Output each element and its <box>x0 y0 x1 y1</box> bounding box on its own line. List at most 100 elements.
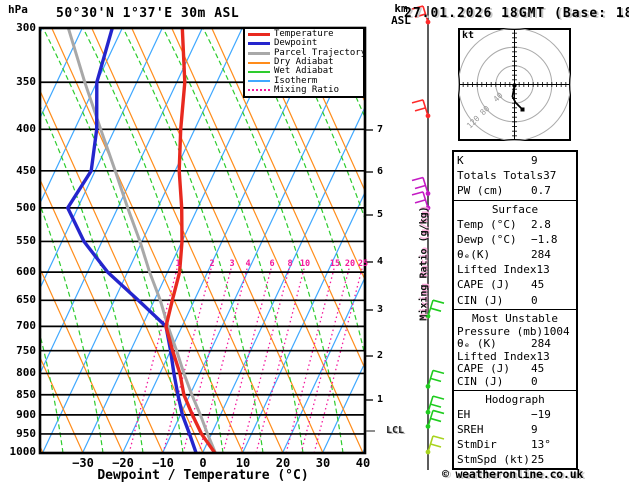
pressure-tick-label: 550 <box>16 234 36 248</box>
table-row-label: EH <box>457 407 471 421</box>
table-section: K 9 Totals Totals 37 PW (cm) 0.7 <box>454 152 576 200</box>
pressure-tick-label: 450 <box>16 163 36 177</box>
table-row-label: Lifted Index <box>457 263 537 277</box>
legend-line-sample <box>248 89 270 92</box>
table-row-value: 25 <box>531 453 545 467</box>
lcl-marker-label: LCL <box>386 425 405 436</box>
pressure-tick-label: 800 <box>16 366 36 380</box>
legend-line-sample <box>248 33 270 37</box>
wind-barb <box>411 99 431 119</box>
table-row-label: Temp (°C) <box>457 217 517 231</box>
pressure-tick-label: 900 <box>16 407 36 421</box>
isotherm-line <box>41 29 163 288</box>
dry-adiabat-line <box>41 91 204 452</box>
mixing-ratio-line <box>300 265 351 452</box>
table-row-label: CIN (J) <box>457 375 504 389</box>
sounding-curves <box>65 29 217 452</box>
isotherm-line <box>202 108 364 452</box>
dry-adiabat-line <box>41 269 124 452</box>
pressure-tick-label: 750 <box>16 343 36 357</box>
dry-adiabat-line <box>41 180 164 452</box>
table-row-value: 13 <box>536 263 550 277</box>
mixing-ratio-value-label: 10 <box>299 259 311 269</box>
table-row-value: −19 <box>531 407 551 421</box>
table-section-header: Surface <box>491 202 539 216</box>
table-section-header: Hodograph <box>485 392 545 406</box>
legend-line-sample <box>248 80 270 83</box>
km-tick-label: 2 <box>377 350 384 361</box>
km-tick-label: 1 <box>377 394 384 405</box>
temperature-curve <box>164 29 216 452</box>
wind-barb <box>411 5 431 25</box>
table-row-label: θₑ(K) <box>457 247 491 261</box>
wind-barb <box>411 191 431 211</box>
hodograph-wind-trace <box>511 85 524 111</box>
table-row-value: 284 <box>531 337 551 351</box>
mixing-ratio-value-label: 3 <box>229 259 235 269</box>
legend-label: Mixing Ratio <box>274 84 340 95</box>
legend-label: Wet Adiabat <box>274 66 334 77</box>
table-row-value: 0.7 <box>531 184 551 198</box>
mixing-ratio-value-label: 6 <box>269 259 275 269</box>
legend-row: Dry Adiabat <box>248 58 363 67</box>
dry-adiabat-line <box>41 358 84 452</box>
mixing-ratio-value-label: 20 <box>344 259 356 269</box>
table-row-value: 0 <box>531 293 538 307</box>
table-row: PW (cm) 0.7 <box>457 183 573 198</box>
mixing-ratio-line <box>285 265 336 452</box>
table-row-value: 1004 <box>543 324 570 338</box>
wind-barb <box>411 176 431 196</box>
altitude-unit-asl: ASL <box>391 14 411 27</box>
table-row-value: 9 <box>531 154 538 167</box>
table-row-value: 45 <box>531 362 545 376</box>
temperature-tick-label: −30 <box>72 456 94 470</box>
dry-adiabat-line <box>131 29 324 452</box>
pressure-tick-label: 650 <box>16 293 36 307</box>
table-row: StmDir 13° <box>457 437 573 452</box>
table-row: Totals Totals 37 <box>457 168 573 183</box>
legend-row: Dewpoint <box>248 39 363 48</box>
mixing-ratio-line <box>198 265 249 452</box>
table-row-label: StmDir <box>457 438 497 452</box>
isotherm-line <box>122 29 323 452</box>
km-tick-label: 6 <box>377 166 384 177</box>
mixing-ratio-line <box>162 265 213 452</box>
temperature-axis-title: Dewpoint / Temperature (°C) <box>97 468 309 483</box>
mixing-ratio-value-label: 8 <box>287 259 293 269</box>
legend-label: Temperature <box>274 29 334 40</box>
pressure-tick-label: 850 <box>16 387 36 401</box>
mixing-ratio-value-label: 25 <box>357 259 369 269</box>
wet-adiabat-line <box>41 205 104 452</box>
table-row-value: 45 <box>531 278 545 292</box>
legend-line-sample <box>248 61 270 64</box>
dry-adiabat-line <box>251 29 364 279</box>
table-row: CIN (J) 0 <box>457 375 573 389</box>
temperature-tick-label: −20 <box>112 456 134 470</box>
legend-row: Wet Adiabat <box>248 67 363 76</box>
mixing-ratio-value-label: 15 <box>329 259 341 269</box>
temperature-tick-label: 0 <box>199 456 207 470</box>
parcel-trajectory-curve <box>67 29 217 452</box>
indices-table: K 9 Totals Totals 37 PW (cm) 0.7 Surface Temp (… <box>452 150 578 471</box>
plot-background-lines <box>41 29 364 452</box>
table-row-label: PW (cm) <box>457 184 504 198</box>
mixing-ratio-value-label: 4 <box>245 259 251 269</box>
dewpoint-curve <box>65 29 198 452</box>
table-row-label: SREH <box>457 422 484 436</box>
wet-adiabat-line <box>41 336 64 452</box>
wind-barb <box>425 395 445 415</box>
wind-barb <box>425 299 445 319</box>
wind-barb <box>425 409 445 429</box>
temperature-tick-label: 10 <box>235 456 251 470</box>
pressure-tick-label: 600 <box>16 265 36 279</box>
pressure-tick-label: 300 <box>16 21 36 34</box>
table-row-label: Pressure (mb) <box>457 324 544 338</box>
table-row-label: Lifted Index <box>457 349 537 363</box>
km-tick-label: 5 <box>377 209 384 220</box>
isotherm-line <box>41 29 203 373</box>
mixing-ratio-value-label: 2 <box>209 259 215 269</box>
km-tick-label: 3 <box>377 304 384 315</box>
table-row: Dewp (°C) −1.8 <box>457 232 573 247</box>
